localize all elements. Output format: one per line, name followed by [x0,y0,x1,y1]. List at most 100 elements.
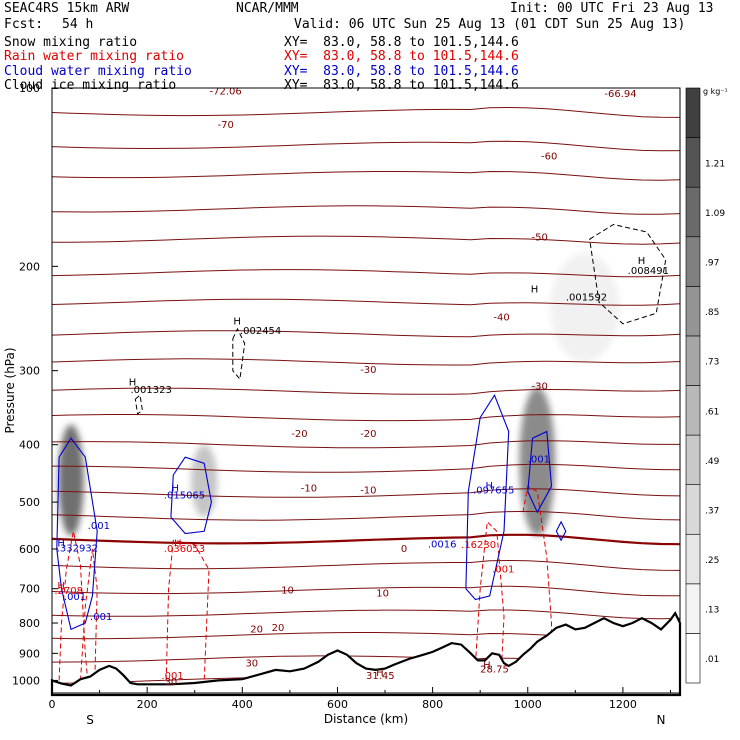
cloud-water-contour [555,520,567,542]
rain-contours [58,485,552,681]
rain-contour [58,531,89,681]
colorbar-swatch [685,583,701,634]
maximum-value-label: .2708 [54,586,83,597]
rain-contour [522,485,552,639]
y-tick-label: 900 [19,647,40,660]
high-marker: H [483,661,491,672]
temperature-label: 0 [401,544,407,555]
isotherm-line [52,463,680,473]
isotherm-line [52,585,680,597]
colorbar-label: .25 [705,556,719,566]
cloud-ice-contour [134,394,143,415]
temperature-label: -30 [531,382,547,393]
maximum-value-label: .001592 [566,293,607,304]
isotherm-line [52,387,680,395]
temperature-label: -40 [493,312,509,323]
y-tick-label: 1000 [12,674,40,687]
colorbar-label: 1.09 [705,209,725,219]
high-marker: H [174,538,182,549]
temperature-contours [52,106,680,686]
high-marker: H [233,317,241,328]
org-label: NCAR/MMM [236,1,299,16]
y-tick-label: 600 [19,543,40,556]
terrain-profile [50,611,682,697]
init-time: Init: 00 UTC Fri 23 Aug 13 [510,1,714,16]
cloud-water-contour [465,393,510,601]
rain-contour [474,520,505,665]
colorbar-label: .97 [705,259,719,269]
model-title: SEAC4RS 15km ARW [4,1,130,16]
high-marker: H [57,538,65,549]
snow-blob [191,444,218,518]
maximum-value-label: .332932 [57,544,98,555]
temperature-label: 10 [376,588,389,599]
temperature-label: -66.94 [604,89,636,100]
colorbar-swatch [685,137,701,188]
isotherm-line [52,170,680,181]
temperature-label: -10 [360,485,376,496]
colorbar-label: .37 [705,506,719,516]
colorbar-swatch [685,286,701,337]
isotherm-line [52,298,680,306]
field-cloudwater-xy: XY= 83.0, 58.8 to 101.5,144.6 [284,64,519,79]
field-snow-name: Snow mixing ratio [4,35,138,50]
y-tick-label: 700 [19,583,40,596]
temperature-label: 30 [245,658,258,669]
cloud-ice-contour [589,223,667,325]
colorbar-swatch [685,484,701,535]
colorbar-swatch [685,186,701,238]
isotherm-line [52,488,680,498]
maximum-value-label: .001 [492,564,514,575]
cloud-water-contour [56,437,98,631]
snow-blob [58,424,84,536]
high-marker: H [531,285,539,296]
y-tick-label: 200 [19,260,40,273]
temperature-label: -70 [217,120,233,131]
maximum-value-label: .036053 [164,544,205,555]
colorbar-swatch [685,633,701,684]
field-snow-xy: XY= 83.0, 58.8 to 101.5,144.6 [284,35,519,50]
maximum-value-label: .097655 [473,485,514,496]
temperature-label: -72.06 [210,87,242,98]
temperature-label: -20 [291,429,307,440]
maximum-value-label: .001 [88,521,110,532]
colorbar-label: 1.21 [705,159,725,169]
maximum-value-label: .015065 [164,490,205,501]
field-cloudice-name: Cloud ice mixing ratio [4,78,177,93]
x-tick-label: 200 [137,698,158,711]
colorbar-label: .73 [705,358,719,368]
colorbar-label: .85 [705,308,719,318]
high-marker: H [57,581,65,592]
maximum-value-label: .0016 [428,539,457,550]
y-tick-label: 300 [19,365,40,378]
cloud-ice-contours [134,223,667,415]
maximum-value-label: .001 [90,612,112,623]
colorbar-swatch [685,236,701,287]
isotherm-line [52,330,680,338]
colorbar-label: .13 [705,606,719,616]
temperature-label: 20 [272,623,285,634]
colorbar-unit: g kg⁻¹ [703,87,728,96]
field-cloudwater-name: Cloud water mixing ratio [4,64,192,79]
temperature-label: 30 [165,677,178,688]
y-tick-label: 500 [19,496,40,509]
isotherm-line [52,609,680,620]
colorbar-swatch [685,335,701,386]
isotherm-line [52,205,680,215]
forecast-hours: 54 h [62,17,94,32]
colorbar-label: .01 [705,655,719,665]
isotherm-line [52,414,680,422]
y-tick-label: 100 [19,82,40,95]
field-rain-xy: XY= 83.0, 58.8 to 101.5,144.6 [284,49,519,64]
maximum-value-label: .001323 [131,385,172,396]
high-marker: H [172,483,180,494]
isotherm-line [52,510,680,521]
valid-time: Valid: 06 UTC Sun 25 Aug 13 (01 CDT Sun … [294,17,686,32]
x-axis-label: Distance (km) [324,712,408,726]
cloud-water-contour [170,456,212,535]
maximum-value-label: 28.75 [480,665,509,676]
snow-blob [550,253,620,362]
maximum-value-label: .001 [528,454,550,465]
isotherm-line [52,235,680,245]
maximum-value-label: 31.45 [366,671,395,682]
